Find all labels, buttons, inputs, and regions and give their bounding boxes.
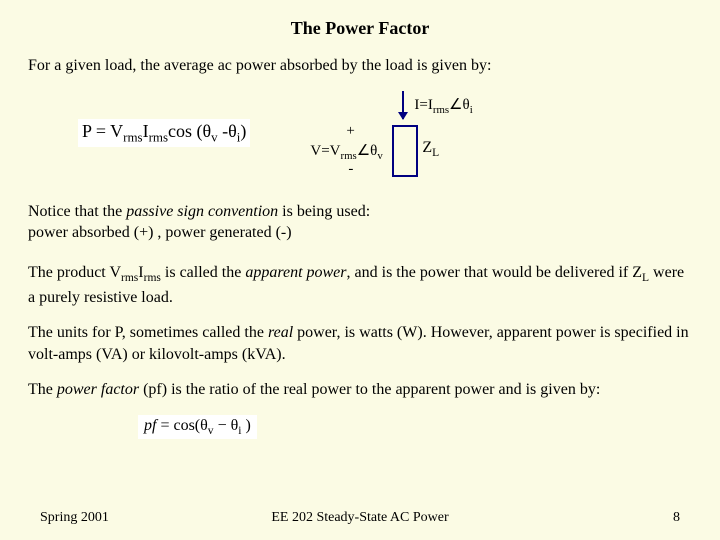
load-label: ZL [422,139,439,159]
current-label: I=Irms∠θi [414,95,472,116]
app-c: is called the [161,264,245,281]
notice-italic: passive sign convention [126,203,278,220]
units-a: The units for P, sometimes called the [28,324,268,341]
f-sub1: rms [123,129,142,144]
pf-a: The [28,381,57,398]
i-pre: I=I [414,97,432,113]
notice-text: Notice that the passive sign convention … [28,201,388,244]
voltage-label: V=Vrms∠θv [310,141,382,162]
intro-text: For a given load, the average ac power a… [28,55,692,77]
f-lhs: P = V [82,121,123,141]
footer-center: EE 202 Steady-State AC Power [228,510,492,526]
current-arrow-icon [402,91,404,119]
footer-left: Spring 2001 [40,510,228,526]
power-formula: P = VrmsIrmscos (θv -θi) [78,119,250,148]
zl-pre: Z [422,139,432,156]
pf-i: power factor [57,381,139,398]
slide: The Power Factor For a given load, the a… [0,0,720,540]
v-pre: V=V [310,143,340,159]
app-s3: L [642,272,649,284]
load-box-icon [392,125,418,177]
circuit-diagram: I=Irms∠θi ZL + V=Vrms∠θv - [310,91,480,201]
f-cos: cos (θ [168,121,211,141]
v-ang: ∠θ [357,143,378,159]
app-s2: rms [144,272,161,284]
voltage-plus: + [346,123,354,140]
i-sub: rms [433,104,449,116]
i-subi: i [470,104,473,116]
footer-right: 8 [492,510,680,526]
f-end: ) [240,121,246,141]
app-s1: rms [121,272,138,284]
pfeq-b: = cos(θ [156,417,207,434]
f-sub2: rms [149,129,168,144]
notice-a: Notice that the [28,203,126,220]
app-a: The product V [28,264,121,281]
page-title: The Power Factor [28,18,692,39]
pf-def-text: The power factor (pf) is the ratio of th… [28,379,692,401]
zl-sub: L [432,147,439,159]
equation-row: P = VrmsIrmscos (θv -θi) I=Irms∠θi ZL + … [28,91,692,201]
f-dash: -θ [218,121,237,141]
voltage-minus: - [348,161,353,178]
units-text: The units for P, sometimes called the re… [28,322,692,365]
v-subv: v [377,150,382,162]
pf-equation: pf = cos(θv − θi ) [138,415,257,439]
pf-b: (pf) is the ratio of the real power to t… [139,381,600,398]
pfeq-a: pf [144,417,156,434]
pfeq-d: ) [241,417,250,434]
app-i: apparent power [245,264,346,281]
app-d: , and is the power that would be deliver… [347,264,642,281]
pfeq-c: − θ [214,417,239,434]
i-ang: ∠θ [449,97,470,113]
apparent-power-text: The product VrmsIrms is called the appar… [28,262,692,308]
units-i: real [268,324,293,341]
slide-footer: Spring 2001 EE 202 Steady-State AC Power… [0,510,720,526]
